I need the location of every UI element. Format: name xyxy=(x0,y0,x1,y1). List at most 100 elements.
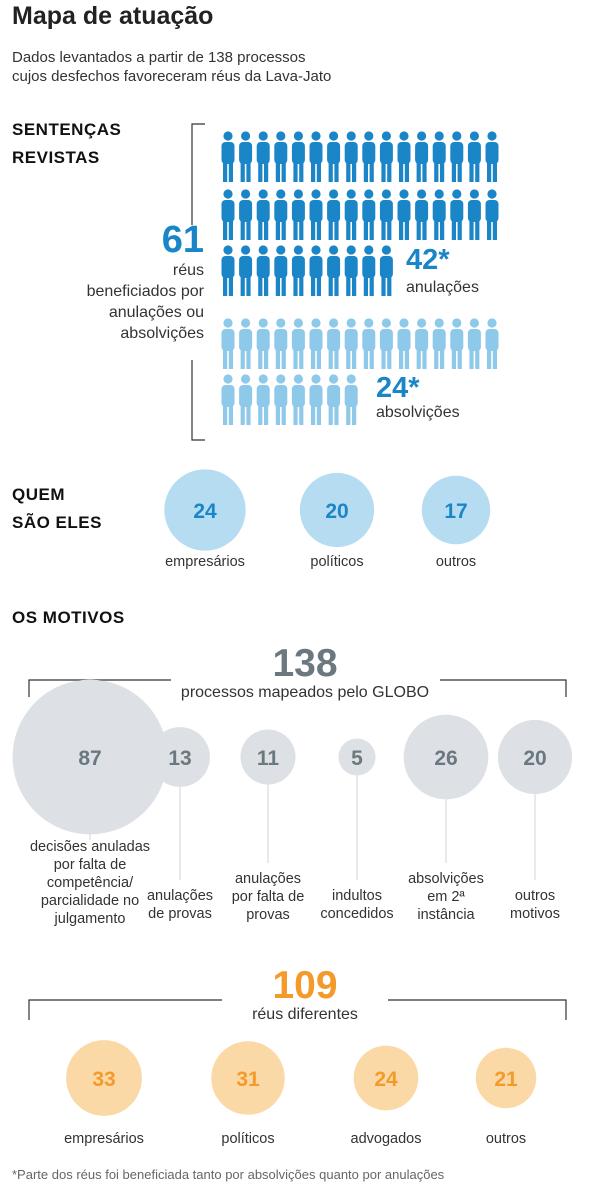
anulacoes-label: anulações xyxy=(406,279,479,296)
person-icon-absolvicao xyxy=(327,318,341,369)
reus-category-label: advogados xyxy=(351,1131,422,1147)
motivo-value-label: 20 xyxy=(523,747,546,770)
person-icon-anulacao xyxy=(291,245,305,296)
motivo-category-label: parcialidade no xyxy=(41,893,139,909)
quem-category-label: outros xyxy=(436,554,476,570)
reus-bubble xyxy=(353,1045,419,1111)
person-icon-anulacao xyxy=(450,189,464,240)
person-icon-anulacao xyxy=(239,245,253,296)
motivo-category-label: de provas xyxy=(148,906,212,922)
motivo-category-label: competência/ xyxy=(47,875,134,891)
person-icon-absolvicao xyxy=(415,318,429,369)
person-icon-anulacao xyxy=(327,189,341,240)
total-text-line-1: réus xyxy=(172,262,204,279)
heading-line-1: SENTENÇAS xyxy=(12,120,122,139)
motivo-category-label: decisões anuladas xyxy=(30,839,150,855)
section-heading-quem: QUEM SÃO ELES xyxy=(12,481,102,537)
total-reus-number: 61 xyxy=(161,219,204,261)
person-icon-anulacao xyxy=(432,131,446,182)
person-icon-anulacao xyxy=(362,245,376,296)
person-icon-anulacao xyxy=(485,131,499,182)
pictogram-chart xyxy=(191,123,499,441)
reus-category-label: políticos xyxy=(221,1131,274,1147)
motivos-total-label: processos mapeados pelo GLOBO xyxy=(180,684,430,701)
motivo-category-label: anulações xyxy=(235,871,301,887)
person-icon-anulacao xyxy=(344,131,358,182)
person-icon-anulacao xyxy=(362,189,376,240)
person-icon-anulacao xyxy=(274,131,288,182)
person-icon-anulacao xyxy=(344,245,358,296)
person-icon-anulacao xyxy=(221,245,235,296)
motivo-value-label: 26 xyxy=(434,747,457,770)
person-icon-anulacao xyxy=(221,131,235,182)
person-icon-anulacao xyxy=(256,189,270,240)
motivo-category-label: absolvições xyxy=(408,871,484,887)
reus-category-label: empresários xyxy=(64,1131,144,1147)
motivo-category-label: provas xyxy=(246,907,290,923)
person-icon-anulacao xyxy=(485,189,499,240)
motivos-bubble-chart: 87 decisões anuladas por falta de competênc… xyxy=(12,679,573,927)
motivo-category-label: por falta de xyxy=(54,857,127,873)
person-icon-absolvicao xyxy=(344,318,358,369)
total-text-line-3: anulações ou xyxy=(108,304,204,321)
person-icon-anulacao xyxy=(467,189,481,240)
section-heading-motivos: OS MOTIVOS xyxy=(12,608,125,627)
person-icon-anulacao xyxy=(309,189,323,240)
total-text-line-2: beneficiados por xyxy=(86,283,204,300)
motivo-category-label: concedidos xyxy=(320,906,393,922)
quem-category-label: políticos xyxy=(310,554,363,570)
motivo-bubble xyxy=(12,679,168,835)
person-icon-anulacao xyxy=(256,131,270,182)
person-icon-anulacao xyxy=(362,131,376,182)
subtitle-line-2: cujos desfechos favoreceram réus da Lava… xyxy=(12,68,332,85)
heading-line-2: REVISTAS xyxy=(12,148,100,167)
person-icon-anulacao xyxy=(379,245,393,296)
person-icon-anulacao xyxy=(274,245,288,296)
person-icon-absolvicao xyxy=(221,318,235,369)
person-icon-absolvicao xyxy=(274,318,288,369)
quem-bubble xyxy=(299,472,375,548)
subtitle-line-1: Dados levantados a partir de 138 process… xyxy=(12,49,306,66)
person-icon-anulacao xyxy=(397,189,411,240)
reus-value-label: 33 xyxy=(92,1068,115,1091)
reus-bubble xyxy=(475,1047,537,1109)
total-text-line-4: absolvições xyxy=(120,325,204,342)
person-icon-anulacao xyxy=(415,131,429,182)
person-icon-anulacao xyxy=(450,131,464,182)
quem-bubble xyxy=(164,469,246,551)
person-icon-anulacao xyxy=(309,131,323,182)
absolvicoes-value: 24* xyxy=(376,372,420,404)
person-icon-absolvicao xyxy=(256,318,270,369)
footnote: *Parte dos réus foi beneficiada tanto po… xyxy=(12,1167,445,1182)
person-icon-absolvicao xyxy=(274,374,288,425)
motivo-category-label: por falta de xyxy=(232,889,305,905)
person-icon-anulacao xyxy=(309,245,323,296)
motivos-total: 138 xyxy=(272,642,338,685)
motivo-bubble xyxy=(240,729,296,785)
motivo-bubble xyxy=(403,714,489,800)
person-icon-anulacao xyxy=(239,189,253,240)
person-icon-anulacao xyxy=(327,131,341,182)
person-icon-absolvicao xyxy=(432,318,446,369)
person-icon-absolvicao xyxy=(485,318,499,369)
page-subtitle: Dados levantados a partir de 138 process… xyxy=(12,48,432,86)
person-icon-absolvicao xyxy=(397,318,411,369)
motivo-bubble xyxy=(497,719,573,795)
quem-category-label: empresários xyxy=(165,554,245,570)
person-icon-absolvicao xyxy=(327,374,341,425)
quem-bubble xyxy=(421,475,491,545)
reus-bubble xyxy=(66,1040,142,1116)
person-icon-anulacao xyxy=(274,189,288,240)
person-icon-anulacao xyxy=(432,189,446,240)
bracket-top xyxy=(191,123,205,225)
person-icon-anulacao xyxy=(239,131,253,182)
person-icon-anulacao xyxy=(327,245,341,296)
person-icon-anulacao xyxy=(467,131,481,182)
bracket-bottom xyxy=(191,360,205,441)
motivo-bubble xyxy=(150,727,210,787)
reus-value-label: 31 xyxy=(236,1068,260,1091)
person-icon-absolvicao xyxy=(344,374,358,425)
heading-line-1: QUEM xyxy=(12,485,65,504)
reus-bracket-right xyxy=(388,999,567,1020)
reus-total-label: réus diferentes xyxy=(252,1006,358,1023)
